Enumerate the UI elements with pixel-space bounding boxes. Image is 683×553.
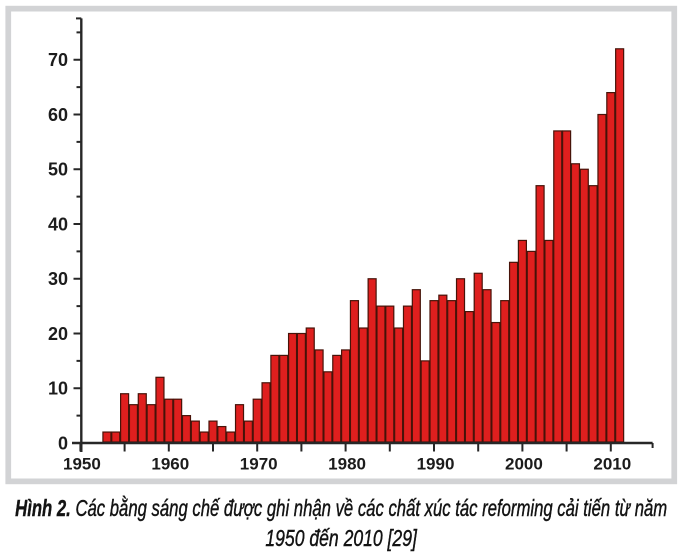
svg-text:2000: 2000 xyxy=(505,455,543,474)
svg-text:40: 40 xyxy=(48,214,68,234)
svg-text:30: 30 xyxy=(48,269,68,289)
svg-text:1970: 1970 xyxy=(240,455,278,474)
svg-text:1980: 1980 xyxy=(328,455,366,474)
svg-text:1960: 1960 xyxy=(151,455,189,474)
svg-text:60: 60 xyxy=(48,105,68,125)
svg-text:70: 70 xyxy=(48,50,68,70)
svg-text:20: 20 xyxy=(48,324,68,344)
svg-text:1990: 1990 xyxy=(417,455,455,474)
svg-text:1950: 1950 xyxy=(63,455,101,474)
svg-text:2010: 2010 xyxy=(593,455,631,474)
svg-text:0: 0 xyxy=(58,433,68,453)
svg-text:50: 50 xyxy=(48,160,68,180)
svg-text:10: 10 xyxy=(48,379,68,399)
